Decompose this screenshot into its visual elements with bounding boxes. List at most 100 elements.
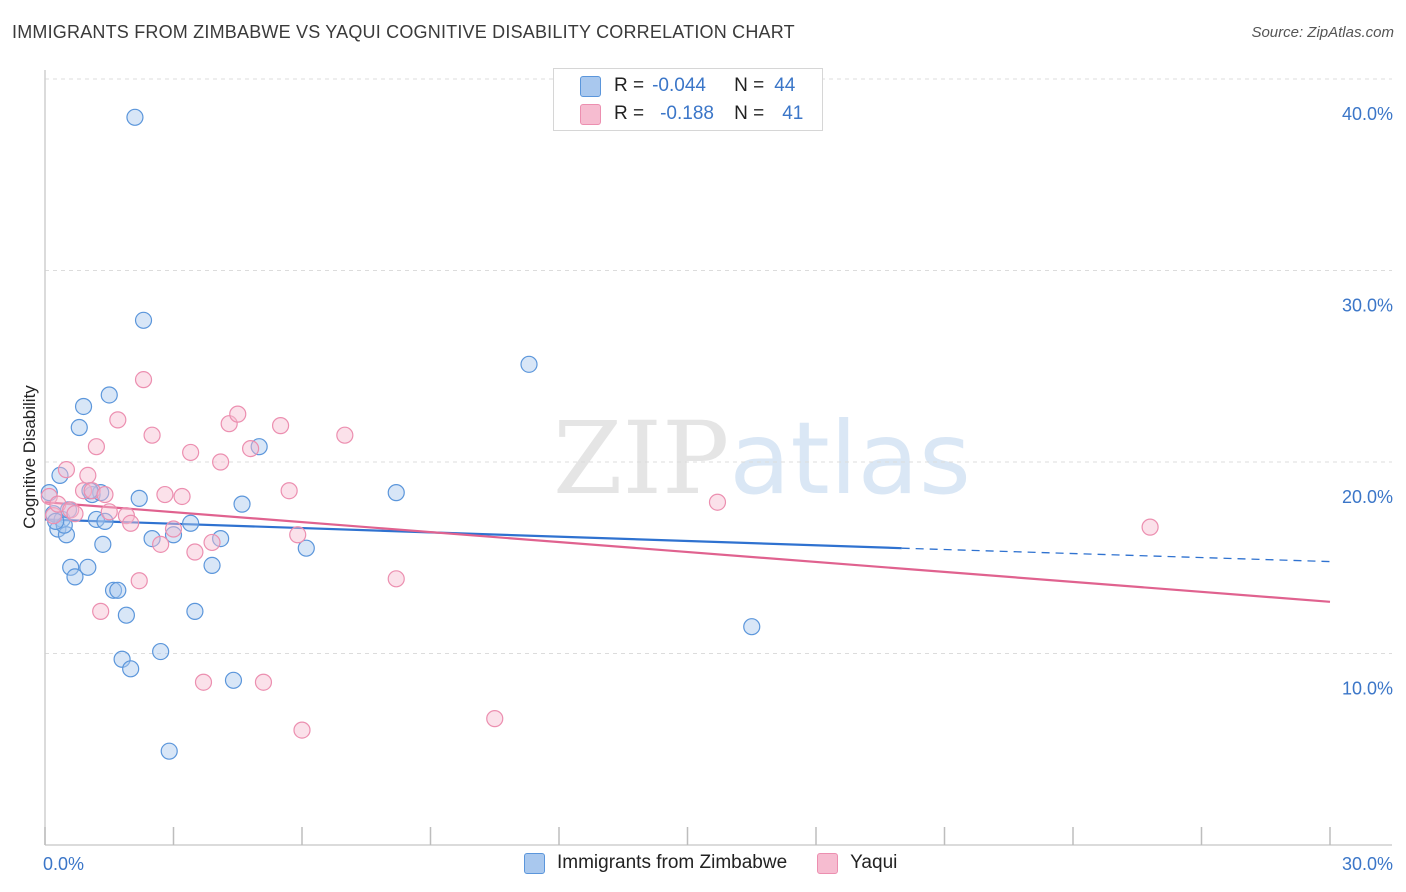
legend-r-label: R = [614, 75, 645, 96]
x-tick-label: 0.0% [43, 854, 84, 874]
legend-r-value: -0.044 [652, 75, 706, 96]
point-zimbabwe [203, 556, 221, 575]
point-yaqui [130, 572, 148, 590]
point-zimbabwe [160, 742, 178, 760]
point-yaqui [134, 371, 153, 389]
x-tick-label: 30.0% [1342, 854, 1393, 874]
point-yaqui [271, 417, 290, 435]
trend-line-yaqui [44, 501, 1331, 603]
point-yaqui [186, 543, 204, 561]
point-yaqui [152, 535, 170, 553]
point-yaqui [164, 520, 183, 538]
point-yaqui [220, 415, 238, 433]
point-zimbabwe [113, 650, 131, 668]
watermark: ZIPatlas [553, 400, 971, 517]
point-zimbabwe [74, 397, 93, 416]
point-zimbabwe [233, 495, 251, 513]
point-yaqui [57, 461, 76, 479]
point-yaqui [194, 673, 213, 691]
trend-lines [44, 501, 1331, 603]
point-zimbabwe [94, 535, 112, 553]
point-zimbabwe [104, 581, 123, 599]
point-yaqui [182, 443, 200, 462]
watermark-zip: ZIP [553, 400, 730, 517]
y-tick-label: 10.0% [1342, 679, 1393, 699]
source-label: Source: ZipAtlas.com [1251, 24, 1394, 41]
point-yaqui [79, 466, 97, 485]
point-zimbabwe [79, 558, 97, 576]
point-yaqui [87, 438, 106, 456]
correlation-legend: R = -0.044 N = 44 R = -0.188 N = 41 [553, 68, 823, 131]
series-label-yaqui: Yaqui [850, 852, 898, 873]
point-yaqui [1141, 518, 1159, 536]
legend-r-label: R = [614, 103, 645, 124]
point-zimbabwe [51, 466, 69, 485]
legend-swatch-yaqui [580, 103, 601, 125]
point-yaqui [173, 487, 191, 506]
point-yaqui [280, 482, 298, 500]
point-zimbabwe [520, 355, 538, 373]
trend-line-zimbabwe [44, 518, 902, 550]
legend-r-value: -0.188 [660, 103, 714, 124]
watermark-atlas: atlas [729, 400, 971, 517]
series-label-zimbabwe: Immigrants from Zimbabwe [557, 852, 788, 873]
point-zimbabwe [126, 108, 144, 126]
point-zimbabwe [152, 642, 170, 661]
legend-row-zimbabwe: R = -0.044 N = 44 [580, 73, 795, 99]
point-zimbabwe [130, 489, 148, 507]
point-yaqui [212, 453, 230, 471]
point-zimbabwe [109, 581, 127, 599]
point-zimbabwe [134, 311, 153, 329]
series-swatch-yaqui [817, 852, 839, 874]
point-yaqui [254, 673, 273, 691]
point-zimbabwe [70, 418, 88, 437]
point-zimbabwe [100, 386, 118, 404]
point-yaqui [122, 514, 140, 532]
point-zimbabwe [164, 526, 183, 544]
point-yaqui [229, 405, 247, 423]
axes [44, 70, 1392, 846]
point-yaqui [203, 533, 221, 552]
legend-n-label: N = [734, 75, 765, 96]
gridlines [45, 78, 1392, 654]
point-zimbabwe [66, 568, 84, 586]
point-zimbabwe [212, 529, 230, 548]
data-points [40, 108, 1159, 760]
point-yaqui [289, 526, 307, 544]
series-swatch-zimbabwe [524, 852, 545, 874]
series-legend-zimbabwe[interactable]: Immigrants from Zimbabwe [524, 852, 787, 874]
point-yaqui [143, 426, 161, 444]
point-yaqui [387, 570, 405, 588]
point-yaqui [293, 721, 311, 739]
y-tick-label: 40.0% [1342, 104, 1393, 124]
point-yaqui [486, 710, 504, 728]
y-axis-label: Cognitive Disability [20, 385, 39, 529]
axis-labels: 10.0% 20.0% 30.0% 40.0% 0.0% 30.0% Cognitive D… [20, 104, 1393, 874]
point-yaqui [156, 485, 174, 504]
point-zimbabwe [96, 512, 114, 530]
point-zimbabwe [40, 484, 58, 502]
point-zimbabwe [182, 514, 200, 532]
point-yaqui [96, 485, 114, 504]
point-yaqui [66, 505, 84, 523]
point-yaqui [708, 493, 727, 511]
point-yaqui [100, 503, 118, 521]
y-tick-label: 20.0% [1342, 487, 1393, 507]
series-legend-yaqui[interactable]: Yaqui [817, 852, 897, 874]
legend-swatch-zimbabwe [580, 75, 601, 97]
point-zimbabwe [743, 618, 761, 636]
legend-n-value: 41 [782, 103, 804, 124]
point-zimbabwe [186, 602, 204, 620]
point-yaqui [92, 602, 110, 620]
legend-row-yaqui: R = -0.188 N = 41 [580, 101, 803, 127]
point-zimbabwe [62, 558, 80, 576]
legend-n-label: N = [734, 103, 765, 124]
point-yaqui [336, 426, 354, 444]
point-yaqui [109, 411, 127, 429]
point-zimbabwe [297, 539, 315, 557]
point-zimbabwe [117, 606, 135, 624]
chart-title: IMMIGRANTS FROM ZIMBABWE VS YAQUI COGNIT… [12, 22, 795, 42]
point-zimbabwe [224, 671, 243, 689]
series-legend: Immigrants from Zimbabwe Yaqui [524, 852, 927, 874]
